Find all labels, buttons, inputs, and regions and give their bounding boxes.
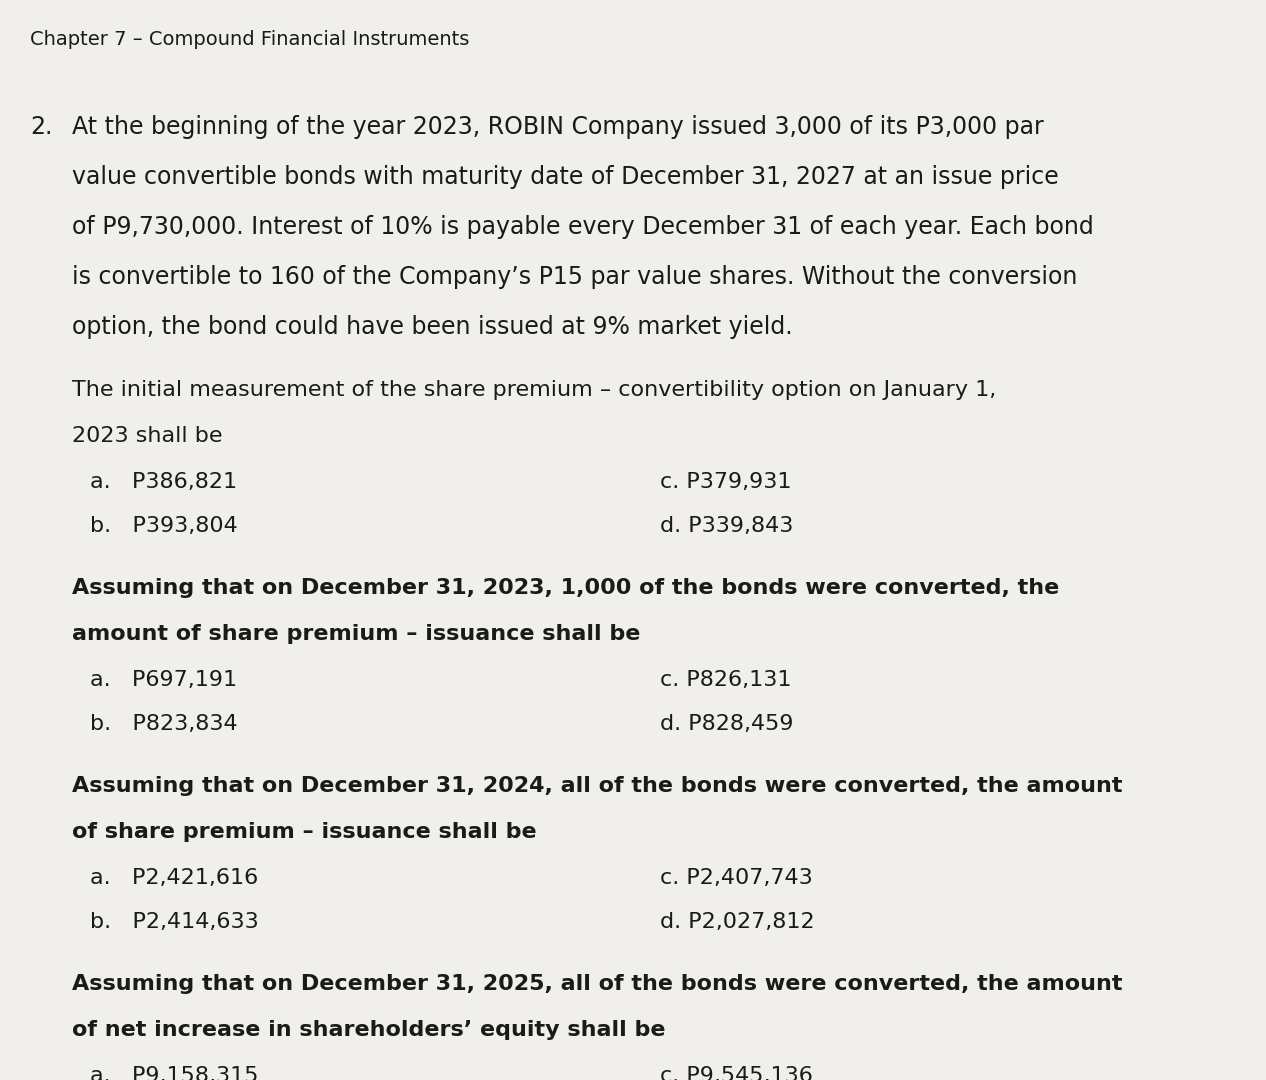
Text: Assuming that on December 31, 2023, 1,000 of the bonds were converted, the: Assuming that on December 31, 2023, 1,00…: [72, 578, 1060, 598]
Text: Assuming that on December 31, 2024, all of the bonds were converted, the amount: Assuming that on December 31, 2024, all …: [72, 777, 1123, 796]
Text: a.   P9,158,315: a. P9,158,315: [90, 1066, 258, 1080]
Text: c. P826,131: c. P826,131: [660, 670, 791, 690]
Text: of net increase in shareholders’ equity shall be: of net increase in shareholders’ equity …: [72, 1020, 666, 1040]
Text: Assuming that on December 31, 2025, all of the bonds were converted, the amount: Assuming that on December 31, 2025, all …: [72, 974, 1123, 994]
Text: value convertible bonds with maturity date of December 31, 2027 at an issue pric: value convertible bonds with maturity da…: [72, 165, 1058, 189]
Text: d. P339,843: d. P339,843: [660, 516, 794, 536]
Text: b.   P393,804: b. P393,804: [90, 516, 238, 536]
Text: is convertible to 160 of the Company’s P15 par value shares. Without the convers: is convertible to 160 of the Company’s P…: [72, 265, 1077, 289]
Text: a.   P697,191: a. P697,191: [90, 670, 237, 690]
Text: a.   P2,421,616: a. P2,421,616: [90, 868, 258, 888]
Text: of P9,730,000. Interest of 10% is payable every December 31 of each year. Each b: of P9,730,000. Interest of 10% is payabl…: [72, 215, 1094, 239]
Text: b.   P2,414,633: b. P2,414,633: [90, 912, 258, 932]
Text: c. P379,931: c. P379,931: [660, 472, 791, 492]
Text: c. P2,407,743: c. P2,407,743: [660, 868, 813, 888]
Text: c. P9,545,136: c. P9,545,136: [660, 1066, 813, 1080]
Text: a.   P386,821: a. P386,821: [90, 472, 237, 492]
Text: of share premium – issuance shall be: of share premium – issuance shall be: [72, 822, 537, 842]
Text: d. P828,459: d. P828,459: [660, 714, 794, 734]
Text: b.   P823,834: b. P823,834: [90, 714, 238, 734]
Text: 2.: 2.: [30, 114, 52, 139]
Text: 2023 shall be: 2023 shall be: [72, 426, 223, 446]
Text: At the beginning of the year 2023, ROBIN Company issued 3,000 of its P3,000 par: At the beginning of the year 2023, ROBIN…: [72, 114, 1043, 139]
Text: d. P2,027,812: d. P2,027,812: [660, 912, 814, 932]
Text: The initial measurement of the share premium – convertibility option on January : The initial measurement of the share pre…: [72, 380, 996, 400]
Text: Chapter 7 – Compound Financial Instruments: Chapter 7 – Compound Financial Instrumen…: [30, 30, 470, 49]
Text: amount of share premium – issuance shall be: amount of share premium – issuance shall…: [72, 624, 641, 644]
Text: option, the bond could have been issued at 9% market yield.: option, the bond could have been issued …: [72, 315, 793, 339]
